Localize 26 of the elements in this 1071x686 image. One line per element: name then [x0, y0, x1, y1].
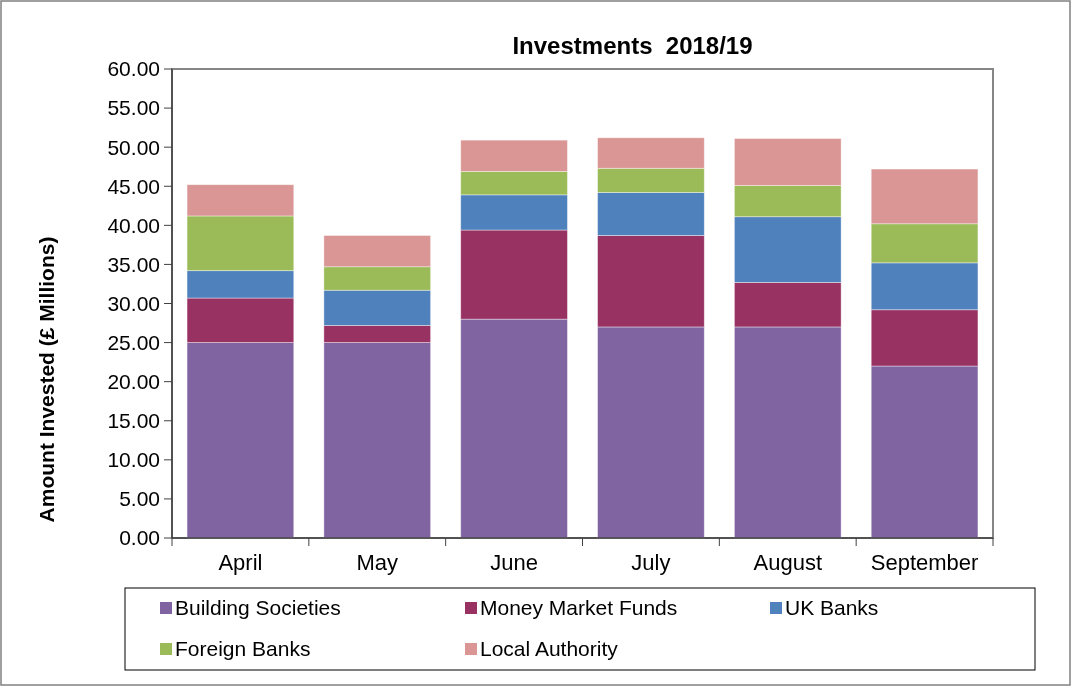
chart-title: Investments 2018/19: [512, 32, 753, 59]
legend-label: Local Authority: [480, 637, 619, 661]
y-tick-label: 20.00: [107, 370, 160, 394]
x-tick-label: August: [753, 550, 822, 575]
legend-label: Building Societies: [175, 596, 341, 620]
x-tick-label: June: [490, 550, 538, 575]
x-tick-label: April: [218, 550, 263, 575]
y-tick-label: 15.00: [107, 409, 160, 433]
y-tick-label: 55.00: [107, 96, 160, 120]
x-tick-label: July: [631, 550, 671, 575]
y-tick-label: 45.00: [107, 174, 160, 198]
y-tick-label: 5.00: [119, 487, 160, 511]
y-axis-title: Amount Invested (£ Millions): [35, 236, 58, 523]
x-tick-label: May: [356, 550, 399, 575]
legend-label: Money Market Funds: [480, 596, 678, 620]
x-tick-label: September: [870, 550, 979, 575]
y-tick-label: 35.00: [107, 252, 160, 276]
y-tick-label: 0.00: [119, 526, 160, 550]
legend-label: Foreign Banks: [175, 637, 311, 661]
y-tick-label: 10.00: [107, 448, 160, 472]
legend-label: UK Banks: [785, 596, 879, 620]
y-tick-label: 25.00: [107, 330, 160, 354]
y-tick-label: 50.00: [107, 135, 160, 159]
y-tick-label: 30.00: [107, 291, 160, 315]
y-tick-label: 40.00: [107, 213, 160, 237]
y-tick-label: 60.00: [107, 57, 160, 81]
